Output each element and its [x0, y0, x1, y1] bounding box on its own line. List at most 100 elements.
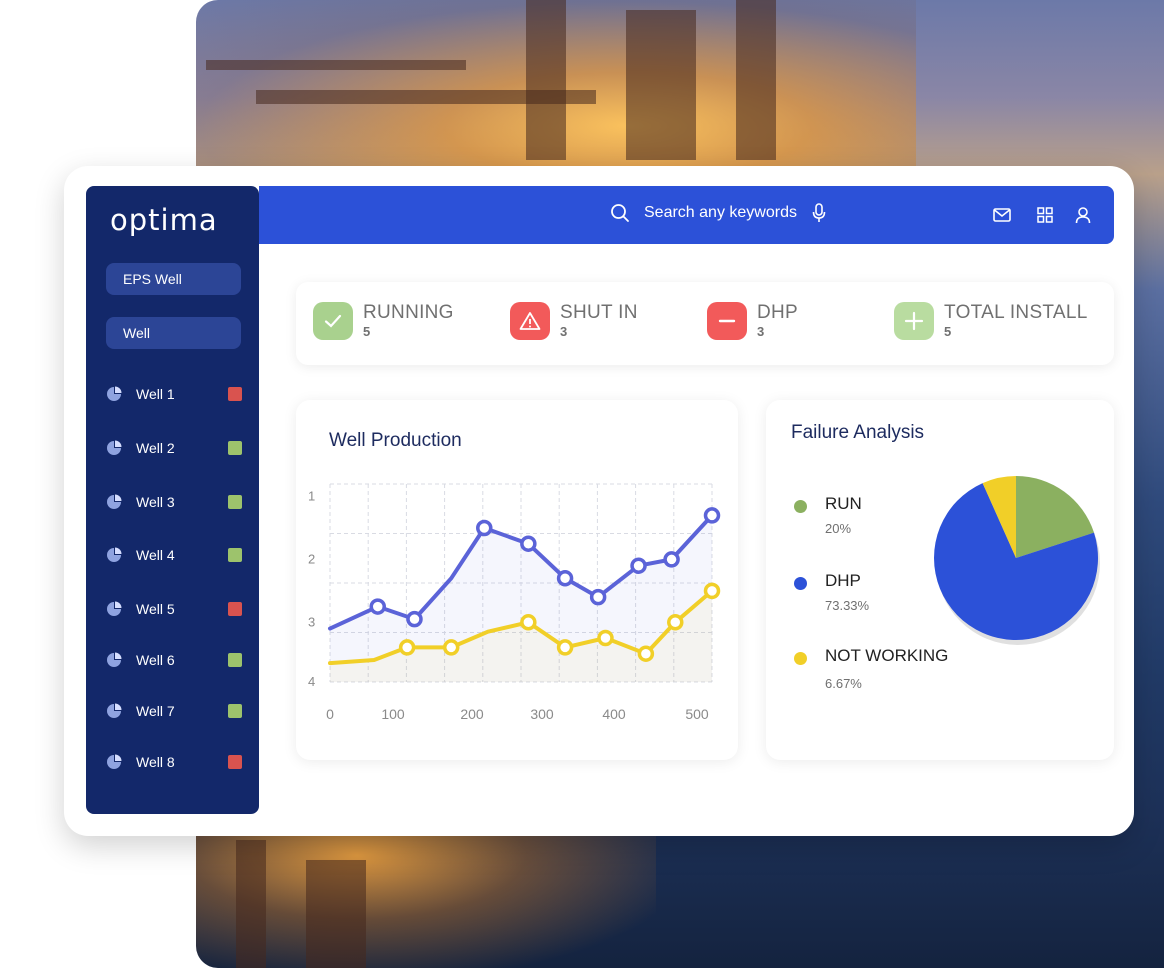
- legend-dot: [794, 652, 807, 665]
- grid-icon[interactable]: [1035, 205, 1055, 225]
- data-point: [703, 507, 721, 524]
- data-point: [663, 551, 680, 568]
- stat-label: TOTAL INSTALL: [944, 302, 1088, 323]
- sidebar-item-well-8[interactable]: Well 8: [106, 750, 242, 774]
- data-point: [637, 645, 655, 662]
- top-bar: [259, 186, 1114, 244]
- stat-count: 3: [560, 324, 568, 339]
- user-icon[interactable]: [1073, 205, 1093, 225]
- minus-icon: [707, 302, 747, 340]
- status-indicator: [228, 653, 242, 667]
- x-tick-label: 500: [685, 706, 709, 722]
- data-point: [398, 639, 416, 656]
- status-indicator: [228, 441, 242, 455]
- stat-label: SHUT IN: [560, 302, 638, 323]
- legend-value: 73.33%: [825, 598, 870, 613]
- stat-label: DHP: [757, 302, 799, 323]
- stat-count: 5: [944, 324, 952, 339]
- stat-total-install[interactable]: TOTAL INSTALL 5: [894, 302, 1088, 340]
- legend-value: 6.67%: [825, 676, 862, 691]
- sidebar-item-label: Well 5: [136, 601, 175, 617]
- status-indicator: [228, 548, 242, 562]
- sidebar-item-well-3[interactable]: Well 3: [106, 490, 242, 514]
- sidebar-item-label: Well 3: [136, 494, 175, 510]
- sidebar-item-label: Well 7: [136, 703, 175, 719]
- pie-slice-not-working: [982, 476, 1016, 558]
- search-input[interactable]: Search any keywords: [644, 204, 797, 221]
- search-bar[interactable]: Search any keywords: [610, 202, 827, 224]
- sidebar-item-well-5[interactable]: Well 5: [106, 597, 242, 621]
- data-point: [667, 614, 684, 631]
- pie-chart-icon: [107, 601, 122, 616]
- data-point: [520, 614, 537, 631]
- pie-chart-icon: [107, 440, 122, 455]
- stat-count: 3: [757, 324, 765, 339]
- status-indicator: [228, 755, 242, 769]
- stat-running[interactable]: RUNNING 5: [313, 302, 454, 340]
- microphone-icon[interactable]: [811, 202, 827, 224]
- eps-well-button[interactable]: EPS Well: [106, 263, 241, 295]
- mail-icon[interactable]: [992, 205, 1012, 225]
- data-point: [556, 570, 574, 587]
- check-icon: [313, 302, 353, 340]
- sidebar-item-well-6[interactable]: Well 6: [106, 648, 242, 672]
- data-point: [630, 557, 647, 574]
- pie-chart-icon: [107, 386, 122, 401]
- pie-slice-dhp: [934, 483, 1099, 641]
- series-area-2: [330, 590, 712, 682]
- pie-chart-icon: [107, 652, 122, 667]
- status-indicator: [228, 387, 242, 401]
- status-indicator: [228, 602, 242, 616]
- data-point: [476, 519, 493, 537]
- data-point: [703, 582, 721, 600]
- x-tick-label: 400: [602, 706, 626, 722]
- legend-label: RUN: [825, 494, 862, 513]
- stat-shut-in[interactable]: SHUT IN 3: [510, 302, 638, 340]
- sidebar-item-label: Well 4: [136, 547, 175, 563]
- data-point: [597, 629, 614, 647]
- x-tick-label: 100: [381, 706, 405, 722]
- sidebar-item-label: Well 2: [136, 440, 175, 456]
- failure-analysis-title: Failure Analysis: [791, 422, 925, 443]
- chart-grid: [329, 483, 713, 683]
- plus-icon: [894, 302, 934, 340]
- stat-dhp[interactable]: DHP 3: [707, 302, 798, 340]
- sidebar-item-well-4[interactable]: Well 4: [106, 543, 242, 567]
- sidebar-item-label: Well 1: [136, 386, 175, 402]
- status-indicator: [228, 704, 242, 718]
- legend-dot: [794, 500, 807, 513]
- well-production-chart: 1 2 3 4 0 100 200 300 400 500: [308, 483, 721, 722]
- data-point: [589, 588, 607, 606]
- well-production-panel: [296, 400, 738, 760]
- y-tick-label: 4: [308, 674, 315, 689]
- legend-label: DHP: [825, 571, 861, 590]
- x-tick-label: 0: [326, 706, 334, 722]
- data-point: [556, 639, 574, 656]
- sidebar-item-well-2[interactable]: Well 2: [106, 436, 242, 460]
- pie-chart-icon: [107, 547, 122, 562]
- well-button[interactable]: Well: [106, 317, 241, 349]
- y-tick-label: 2: [308, 551, 315, 566]
- y-tick-label: 3: [308, 614, 315, 629]
- pie-chart-icon: [107, 494, 122, 509]
- data-point: [520, 535, 537, 552]
- x-tick-label: 300: [530, 706, 554, 722]
- pie-chart-icon: [107, 754, 122, 769]
- stat-label: RUNNING: [363, 302, 454, 323]
- pie-slice-run: [1016, 476, 1094, 558]
- x-tick-label: 200: [460, 706, 484, 722]
- y-tick-label: 1: [308, 489, 315, 504]
- warning-icon: [510, 302, 550, 340]
- sidebar-item-well-7[interactable]: Well 7: [106, 699, 242, 723]
- legend-value: 20%: [825, 521, 852, 536]
- status-indicator: [228, 495, 242, 509]
- status-summary: [296, 282, 1114, 365]
- data-point: [369, 598, 386, 615]
- legend-dot: [794, 577, 807, 590]
- pie-chart-icon: [107, 703, 122, 718]
- search-icon[interactable]: [610, 203, 630, 223]
- legend-label: NOT WORKING: [825, 646, 949, 665]
- sidebar-item-well-1[interactable]: Well 1: [106, 382, 242, 406]
- failure-pie-chart: [934, 476, 1100, 645]
